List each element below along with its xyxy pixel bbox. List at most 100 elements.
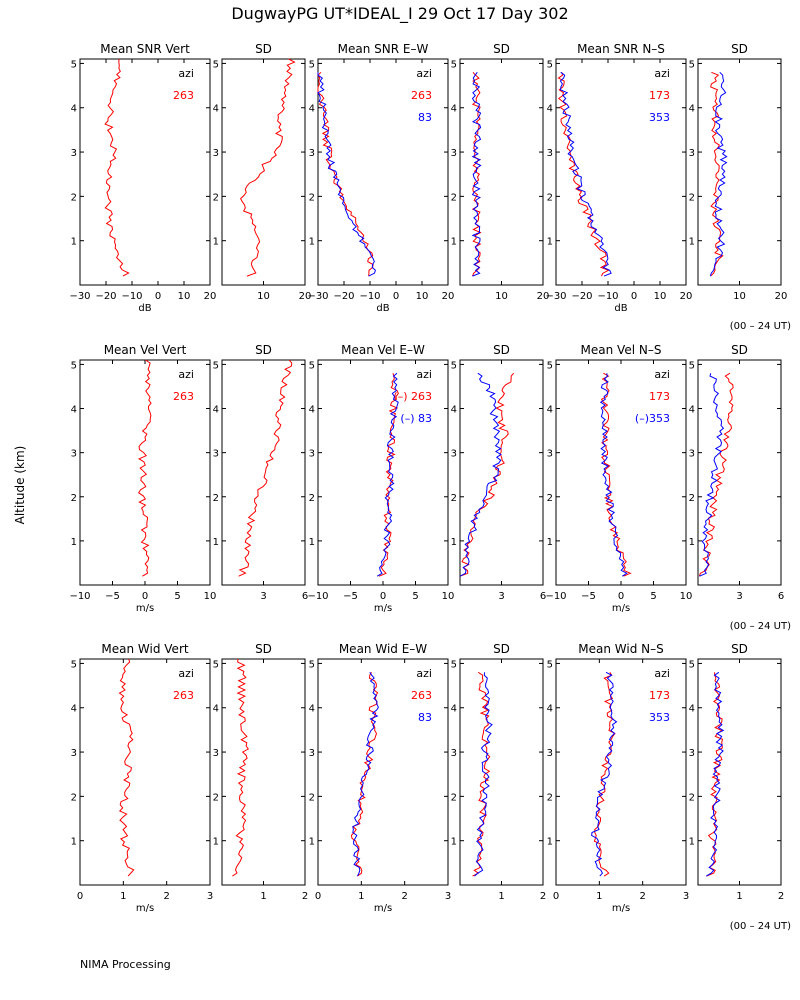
- x-tick-label: 10: [178, 291, 191, 302]
- panel-title: Mean SNR N–S: [577, 42, 665, 56]
- y-tick-label: 4: [71, 104, 77, 115]
- x-axis-label: m/s: [374, 603, 392, 614]
- x-tick-label: −10: [307, 591, 328, 602]
- y-tick-label: 2: [451, 192, 457, 203]
- y-tick-label: 2: [71, 792, 77, 803]
- y-tick-label: 1: [213, 837, 219, 848]
- legend-entry: 263: [173, 390, 194, 403]
- x-tick-label: 0: [155, 291, 161, 302]
- y-tick-label: 3: [547, 748, 553, 759]
- y-tick-label: 4: [451, 405, 457, 416]
- legend-entry: 353: [649, 111, 670, 124]
- panel-snr-1: SD 1 2 3 4 5 10 20: [213, 42, 312, 302]
- y-tick-label: 4: [451, 704, 457, 715]
- legend-entry: 83: [418, 111, 432, 124]
- panel-vel-5: SD 1 2 3 4 5 3 6: [689, 343, 785, 602]
- panel-frame: [79, 58, 211, 286]
- y-tick-label: 5: [213, 659, 219, 670]
- y-tick-label: 5: [547, 59, 553, 70]
- legend-entry: (–) 263: [393, 390, 432, 403]
- x-tick-label: 3: [260, 591, 266, 602]
- panel-frame: [555, 58, 687, 286]
- y-tick-label: 3: [309, 148, 315, 159]
- x-tick-label: 5: [650, 591, 656, 602]
- series-line-353: [710, 71, 728, 277]
- series-line-353: [591, 671, 618, 877]
- legend-header: azi: [654, 667, 670, 680]
- x-tick-label: 2: [639, 891, 645, 902]
- y-tick-label: 3: [451, 748, 457, 759]
- panel-wid-3: SD 1 2 3 4 5 1 2: [451, 642, 547, 902]
- y-tick-label: 3: [309, 748, 315, 759]
- y-tick-label: 4: [309, 704, 315, 715]
- legend-entry: 263: [411, 689, 432, 702]
- series-line-263: [138, 359, 152, 577]
- legend-header: azi: [654, 67, 670, 80]
- x-tick-label: 1: [120, 891, 126, 902]
- panel-vel-4: Mean Vel N–S 1 2 3 4 5 −10 −5 0 5 10 m/s azi 173 (–)35…: [545, 343, 692, 614]
- legend-entry: 263: [173, 89, 194, 102]
- series-line-263: [472, 671, 491, 877]
- x-tick-label: 6: [778, 591, 784, 602]
- legend-entry: 173: [649, 89, 670, 102]
- series-line-263: [118, 658, 135, 877]
- panel-title: SD: [731, 343, 748, 357]
- panel-title: Mean SNR E–W: [338, 42, 429, 56]
- x-tick-label: −5: [343, 591, 358, 602]
- y-tick-label: 1: [689, 837, 695, 848]
- legend-entry: 83: [418, 711, 432, 724]
- series-line-263: [459, 372, 515, 577]
- panel-title: SD: [255, 343, 272, 357]
- panel-wid-2: Mean Wid E–W 1 2 3 4 5 0 1 2 3 m/s azi 263 83: [309, 642, 452, 914]
- panel-snr-3: SD 1 2 3 4 5 10 20: [451, 42, 550, 302]
- y-tick-label: 2: [451, 493, 457, 504]
- y-tick-label: 4: [71, 704, 77, 715]
- x-tick-label: 10: [733, 291, 746, 302]
- x-tick-label: −30: [307, 291, 328, 302]
- x-tick-label: −5: [105, 591, 120, 602]
- panel-snr-0: Mean SNR Vert 1 2 3 4 5 −30 −20 −10 0 10 20 dB azi 263: [69, 42, 216, 314]
- y-tick-label: 1: [547, 237, 553, 248]
- x-tick-label: 20: [680, 291, 693, 302]
- series-line-173: [557, 72, 610, 277]
- x-tick-label: −10: [69, 591, 90, 602]
- y-tick-label: 4: [213, 104, 219, 115]
- series-line-263: [350, 672, 379, 877]
- x-tick-label: 0: [315, 891, 321, 902]
- y-tick-label: 4: [213, 704, 219, 715]
- y-tick-label: 4: [689, 405, 695, 416]
- x-tick-label: 0: [553, 891, 559, 902]
- panel-frame: [697, 658, 782, 886]
- legend-header: azi: [178, 67, 194, 80]
- panel-wid-5: SD 1 2 3 4 5 1 2: [689, 642, 785, 902]
- series-line-353: [559, 71, 612, 277]
- y-tick-label: 4: [451, 104, 457, 115]
- x-axis-label: m/s: [136, 903, 154, 914]
- x-tick-label: 0: [393, 291, 399, 302]
- y-tick-label: 1: [71, 537, 77, 548]
- legend-header: azi: [416, 667, 432, 680]
- y-tick-label: 5: [309, 659, 315, 670]
- y-tick-label: 3: [71, 148, 77, 159]
- panel-title: Mean Wid E–W: [339, 642, 427, 656]
- panel-title: Mean SNR Vert: [100, 42, 190, 56]
- panel-title: Mean Wid N–S: [578, 642, 663, 656]
- time-range-label: (00 – 24 UT): [730, 621, 791, 632]
- panel-title: SD: [493, 343, 510, 357]
- x-tick-label: 3: [207, 891, 213, 902]
- time-range-label: (00 – 24 UT): [730, 321, 791, 332]
- x-tick-label: 10: [257, 291, 270, 302]
- panel-frame: [697, 359, 782, 586]
- x-tick-label: 3: [683, 891, 689, 902]
- y-tick-label: 4: [71, 405, 77, 416]
- x-tick-label: −10: [359, 291, 380, 302]
- panel-title: SD: [255, 42, 272, 56]
- panel-wid-1: SD 1 2 3 4 5 1 2: [213, 642, 309, 902]
- series-line-83: [376, 372, 399, 577]
- x-tick-label: 1: [260, 891, 266, 902]
- x-tick-label: −5: [581, 591, 596, 602]
- x-tick-label: 5: [174, 591, 180, 602]
- x-tick-label: 20: [775, 291, 788, 302]
- x-tick-label: 1: [358, 891, 364, 902]
